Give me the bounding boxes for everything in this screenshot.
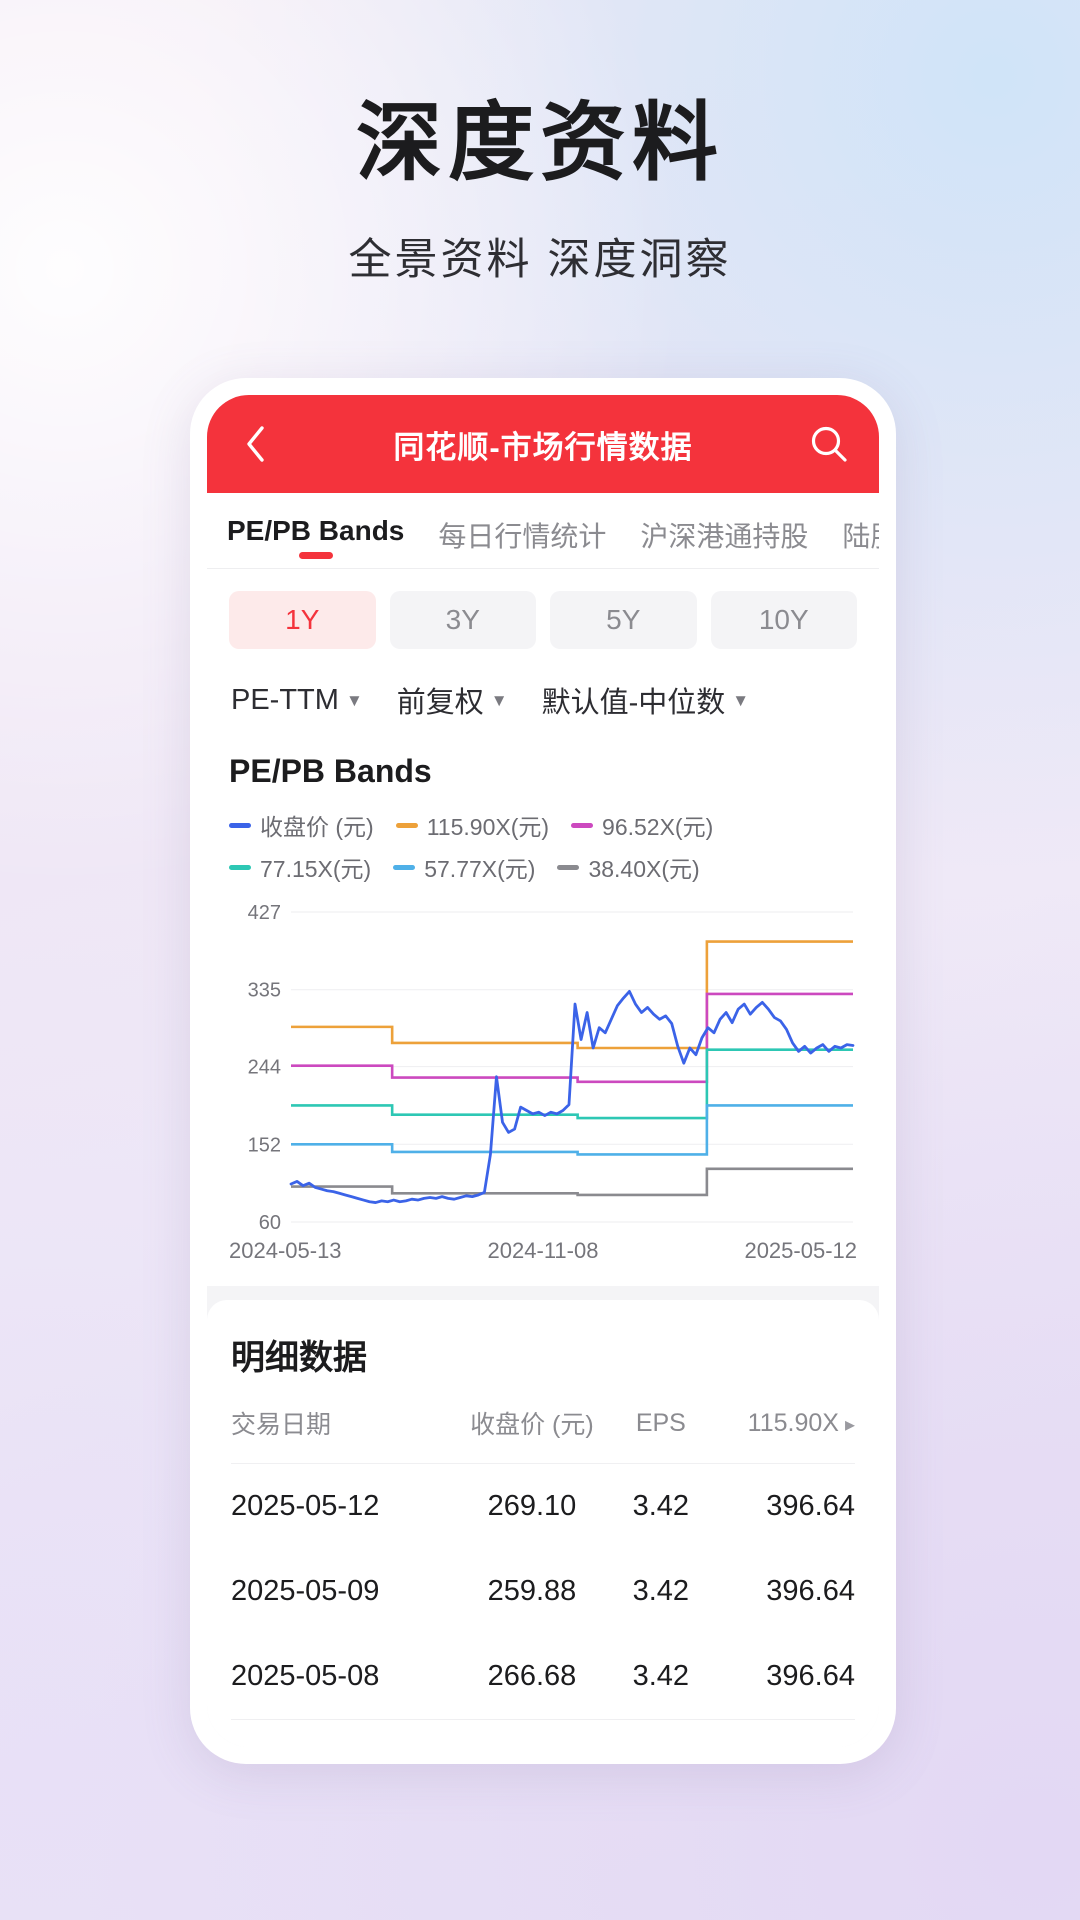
detail-section-title: 明细数据 xyxy=(231,1339,367,1377)
chart-title: PE/PB Bands xyxy=(229,753,432,789)
phone-mockup: 同花顺-市场行情数据 PE/PB Bands 每日行情统计 沪深港通持股 陆股 … xyxy=(190,378,896,1764)
legend-item-band-11590x[interactable]: 115.90X(元) xyxy=(395,808,550,842)
cell-band: 396.64 xyxy=(766,1490,855,1522)
app-navbar: 同花顺-市场行情数据 xyxy=(207,395,879,493)
legend-swatch xyxy=(395,822,418,828)
range-selector[interactable]: 1Y 3Y 5Y 10Y xyxy=(207,569,879,663)
list-icon xyxy=(367,1743,407,1747)
selector-metric[interactable]: PE-TTM ▼ xyxy=(231,679,363,721)
section-tabs[interactable]: PE/PB Bands 每日行情统计 沪深港通持股 陆股 xyxy=(207,493,879,569)
legend-swatch xyxy=(571,822,594,828)
svg-text:60: 60 xyxy=(259,1212,281,1230)
selector-adjust-label: 前复权 xyxy=(396,687,484,719)
xtick-label: 2024-05-13 xyxy=(229,1238,342,1263)
tab-mainland-stocks[interactable]: 陆股 xyxy=(842,521,879,552)
col-trade-date[interactable]: 交易日期 xyxy=(231,1405,444,1464)
svg-text:335: 335 xyxy=(248,980,281,1002)
share-icon xyxy=(679,1743,719,1747)
legend-item-band-9652x[interactable]: 96.52X(元) xyxy=(571,808,713,842)
svg-text:152: 152 xyxy=(248,1134,281,1156)
hero-section: 深度资料 全景资料 深度洞察 xyxy=(0,0,1080,287)
legend-swatch xyxy=(393,864,416,870)
range-chip-1y[interactable]: 1Y xyxy=(229,591,376,649)
chevron-down-icon: ▼ xyxy=(732,690,750,710)
tab-daily-stats[interactable]: 每日行情统计 xyxy=(438,521,607,552)
legend-label: 57.77X(元) xyxy=(424,856,536,882)
legend-swatch xyxy=(557,864,580,870)
legend-item-band-3840x[interactable]: 38.40X(元) xyxy=(557,850,700,884)
cell-close-price: 269.10 xyxy=(487,1490,577,1522)
chart-card: PE/PB Bands 收盘价 (元) 115.90X(元) 96.52X(元)… xyxy=(207,743,879,1286)
legend-item-band-5777x[interactable]: 57.77X(元) xyxy=(393,850,535,884)
chart-x-axis: 2024-05-13 2024-11-08 2025-05-12 xyxy=(229,1230,857,1270)
legend-label: 115.90X(元) xyxy=(426,814,550,840)
navbar-title: 同花顺-市场行情数据 xyxy=(393,429,693,465)
legend-label: 收盘价 (元) xyxy=(260,814,374,840)
col-band-11590x[interactable]: 115.90X ▸ xyxy=(701,1405,855,1464)
tab-pe-pb-bands[interactable]: PE/PB Bands xyxy=(227,515,404,563)
legend-label: 77.15X(元) xyxy=(260,856,372,882)
back-button[interactable] xyxy=(233,421,279,467)
cell-eps: 3.42 xyxy=(632,1575,690,1607)
selector-metric-label: PE-TTM xyxy=(231,683,339,716)
cell-band: 396.64 xyxy=(766,1660,855,1692)
cell-band: 396.64 xyxy=(766,1575,855,1607)
page-title: 深度资料 xyxy=(356,95,724,191)
range-chip-5y[interactable]: 5Y xyxy=(550,591,697,649)
legend-item-close-price[interactable]: 收盘价 (元) xyxy=(229,808,374,842)
table-body: 2025-05-12 269.10 3.42 396.64 2025-05-09… xyxy=(231,1464,855,1720)
legend-swatch xyxy=(229,822,251,828)
table-row[interactable]: 2025-05-08 266.68 3.42 396.64 xyxy=(231,1634,855,1719)
detail-table: 交易日期 收盘价 (元) EPS 115.90X ▸ 2025-05-12 269… xyxy=(231,1405,855,1719)
legend-label: 38.40X(元) xyxy=(588,856,700,882)
table-row[interactable]: 2025-05-12 269.10 3.42 396.64 xyxy=(231,1464,855,1550)
cell-trade-date: 2025-05-08 xyxy=(231,1660,380,1692)
chart-plot-area[interactable]: 427 335 244 152 60 xyxy=(229,902,857,1230)
chart-legend: 收盘价 (元) 115.90X(元) 96.52X(元) 77.15X(元) 5… xyxy=(229,808,857,884)
cell-eps: 3.42 xyxy=(632,1490,690,1522)
chevron-right-icon: ▸ xyxy=(844,1413,855,1436)
xtick-label: 2024-11-08 xyxy=(487,1238,599,1263)
col-band-label: 115.90X xyxy=(747,1408,839,1437)
table-row[interactable]: 2025-05-09 259.88 3.42 396.64 xyxy=(231,1549,855,1634)
selector-default-median[interactable]: 默认值-中位数 ▼ xyxy=(542,679,750,721)
legend-label: 96.52X(元) xyxy=(602,814,714,840)
search-icon xyxy=(811,426,847,462)
selector-default-median-label: 默认值-中位数 xyxy=(541,687,726,719)
phone-screen: 同花顺-市场行情数据 PE/PB Bands 每日行情统计 沪深港通持股 陆股 … xyxy=(207,395,879,1747)
search-button[interactable] xyxy=(805,420,853,468)
cell-close-price: 266.68 xyxy=(487,1660,577,1692)
tab-hk-connect-holdings[interactable]: 沪深港通持股 xyxy=(640,521,809,552)
cell-trade-date: 2025-05-12 xyxy=(231,1490,380,1522)
detail-data-card: 明细数据 交易日期 收盘价 (元) EPS 115.90X ▸ 2025-05-1… xyxy=(207,1300,879,1747)
cell-eps: 3.42 xyxy=(632,1660,690,1692)
table-header-row: 交易日期 收盘价 (元) EPS 115.90X ▸ xyxy=(231,1405,855,1464)
legend-item-band-7715x[interactable]: 77.15X(元) xyxy=(229,850,371,884)
cell-trade-date: 2025-05-09 xyxy=(231,1575,380,1607)
selector-adjust[interactable]: 前复权 ▼ xyxy=(397,679,508,721)
chart-option-selectors: PE-TTM ▼ 前复权 ▼ 默认值-中位数 ▼ xyxy=(207,663,879,743)
chevron-down-icon: ▼ xyxy=(345,690,363,710)
table-header: 交易日期 收盘价 (元) EPS 115.90X ▸ xyxy=(231,1405,855,1464)
page-subtitle: 全景资料 深度洞察 xyxy=(348,235,732,284)
svg-text:427: 427 xyxy=(248,902,281,924)
chevron-down-icon: ▼ xyxy=(490,690,508,710)
cell-close-price: 259.88 xyxy=(487,1575,577,1607)
bottom-action-bar: 目录 分享 xyxy=(231,1719,855,1747)
col-eps[interactable]: EPS xyxy=(620,1405,702,1464)
bottom-action-share[interactable]: 分享 xyxy=(543,1743,855,1747)
legend-swatch xyxy=(229,864,251,870)
pe-pb-bands-linechart: 427 335 244 152 60 xyxy=(248,902,855,1230)
range-chip-10y[interactable]: 10Y xyxy=(710,591,857,649)
svg-text:244: 244 xyxy=(248,1057,281,1079)
chevron-left-icon xyxy=(247,426,264,462)
col-close-price[interactable]: 收盘价 (元) xyxy=(443,1405,621,1464)
xtick-label: 2025-05-12 xyxy=(744,1238,857,1263)
bottom-action-catalog[interactable]: 目录 xyxy=(231,1743,543,1747)
range-chip-3y[interactable]: 3Y xyxy=(389,591,536,649)
